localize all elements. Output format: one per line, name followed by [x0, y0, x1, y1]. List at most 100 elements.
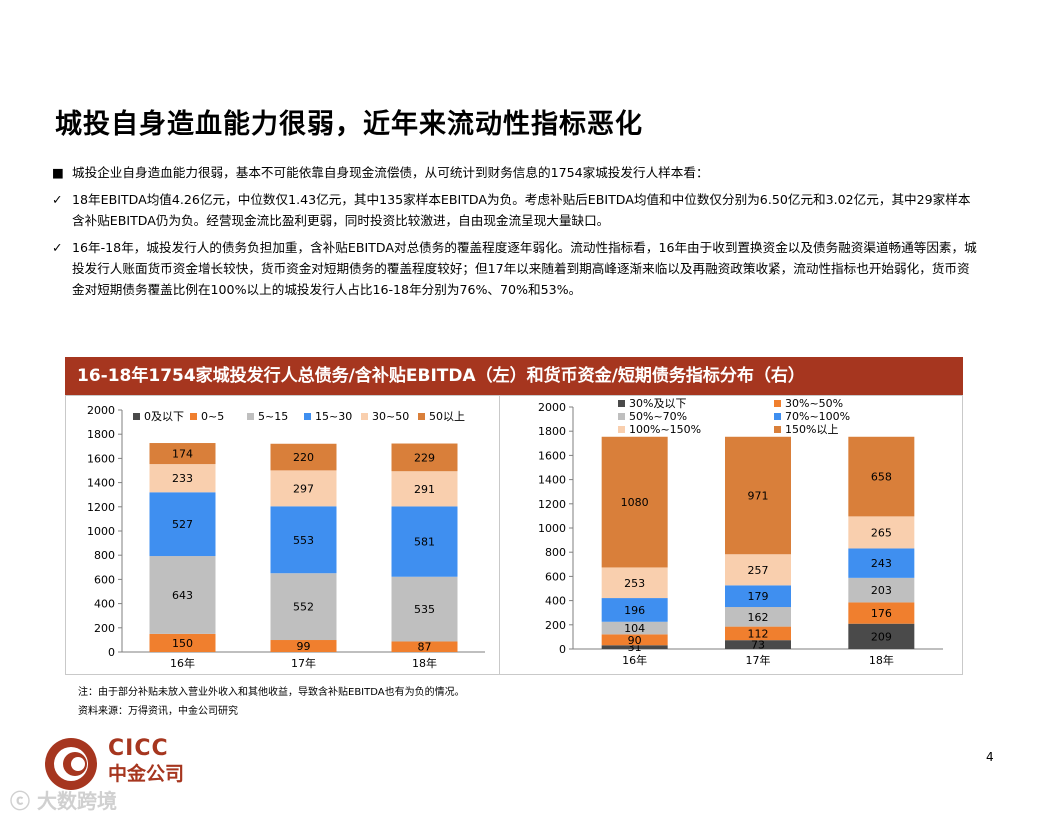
data-label: 971	[748, 490, 769, 503]
category-label: 17年	[291, 656, 316, 670]
data-label: 1080	[621, 496, 649, 509]
legend-label: 50以上	[429, 410, 465, 423]
bar-segment	[725, 436, 791, 555]
y-tick-label: 1200	[87, 501, 115, 514]
bar-segment	[725, 626, 791, 641]
data-label: 297	[293, 482, 314, 495]
y-tick-label: 800	[545, 546, 566, 559]
y-tick-label: 200	[94, 622, 115, 635]
y-tick-label: 0	[108, 646, 115, 659]
category-label: 16年	[170, 656, 195, 670]
legend-label: 0及以下	[144, 410, 184, 423]
legend-label: 5~15	[258, 410, 288, 423]
data-label: 291	[414, 483, 435, 496]
logo-chinese: 中金公司	[108, 763, 185, 785]
legend-label: 150%以上	[785, 423, 838, 436]
legend-swatch	[247, 413, 254, 420]
data-label: 527	[172, 518, 193, 531]
y-tick-label: 1400	[87, 477, 115, 490]
bullet-text: 16年-18年，城投发行人的债务负担加重，含补贴EBITDA对总债务的覆盖程度逐…	[72, 240, 977, 297]
chart-banner: 16-18年1754家城投发行人总债务/含补贴EBITDA（左）和货币资金/短期…	[65, 357, 963, 395]
bullet-item: ✓ 16年-18年，城投发行人的债务负担加重，含补贴EBITDA对总债务的覆盖程…	[52, 237, 982, 300]
data-label: 643	[172, 589, 193, 602]
category-label: 17年	[746, 653, 771, 667]
bar-segment	[270, 640, 337, 652]
bullet-list: ■ 城投企业自身造血能力很弱，基本不可能依靠自身现金流偿债，从可统计到财务信息的…	[52, 162, 982, 306]
legend-swatch	[618, 400, 625, 407]
data-label: 73	[751, 639, 765, 652]
bar-segment	[725, 640, 791, 649]
bar-segment	[848, 623, 915, 649]
watermark-text: 大数跨境	[36, 789, 117, 813]
bar-segment	[601, 645, 668, 649]
bar-segment	[391, 471, 458, 507]
bar-segment	[848, 602, 915, 624]
y-tick-label: 1000	[87, 525, 115, 538]
square-bullet-icon: ■	[52, 165, 64, 180]
data-label: 553	[293, 534, 314, 547]
logo-english: CICC	[108, 736, 169, 761]
legend-swatch	[618, 426, 625, 433]
bar-segment	[270, 470, 337, 507]
y-tick-label: 400	[545, 595, 566, 608]
legend-label: 100%~150%	[629, 423, 701, 436]
legend-label: 0~5	[201, 410, 224, 423]
legend-label: 30%~50%	[785, 397, 843, 410]
cicc-logo-icon	[45, 738, 97, 790]
bar-segment	[391, 576, 458, 642]
legend-swatch	[133, 413, 140, 420]
y-tick-label: 1600	[538, 449, 566, 462]
chart-source: 资料来源：万得资讯，中金公司研究	[78, 706, 238, 717]
bar-segment	[601, 634, 668, 646]
y-tick-label: 1800	[538, 425, 566, 438]
data-label: 112	[748, 627, 769, 640]
page-title: 城投自身造血能力很弱，近年来流动性指标恶化	[55, 109, 643, 140]
y-tick-label: 1400	[538, 474, 566, 487]
legend-swatch	[774, 413, 781, 420]
bar-segment	[725, 554, 791, 586]
bar-segment	[391, 506, 458, 577]
y-tick-label: 1200	[538, 498, 566, 511]
data-label: 243	[871, 557, 892, 570]
data-label: 658	[871, 471, 892, 484]
y-tick-label: 2000	[538, 401, 566, 414]
legend-swatch	[361, 413, 368, 420]
data-label: 150	[172, 637, 193, 650]
bullet-item: ■ 城投企业自身造血能力很弱，基本不可能依靠自身现金流偿债，从可统计到财务信息的…	[52, 162, 982, 183]
legend-swatch	[774, 400, 781, 407]
bar-segment	[848, 577, 915, 603]
legend-swatch	[190, 413, 197, 420]
bar-segment	[601, 598, 668, 622]
bar-segment	[149, 492, 216, 557]
data-label: 196	[624, 604, 645, 617]
bar-segment	[725, 585, 791, 608]
legend-label: 30%及以下	[629, 397, 686, 410]
right-stacked-bar-chart: 0200400600800100012001400160018002000319…	[538, 397, 943, 667]
data-label: 174	[172, 448, 193, 461]
category-label: 16年	[622, 653, 647, 667]
data-label: 209	[871, 630, 892, 643]
bullet-text: 城投企业自身造血能力很弱，基本不可能依靠自身现金流偿债，从可统计到财务信息的17…	[72, 165, 709, 180]
legend-label: 50%~70%	[629, 410, 687, 423]
bar-segment	[270, 506, 337, 574]
bar-segment	[270, 443, 337, 471]
bar-segment	[391, 641, 458, 652]
category-label: 18年	[869, 653, 894, 667]
bar-segment	[149, 464, 216, 493]
y-tick-label: 0	[559, 643, 566, 656]
y-tick-label: 400	[94, 598, 115, 611]
watermark-icon: ⓒ	[10, 789, 30, 813]
data-label: 203	[871, 584, 892, 597]
y-tick-label: 200	[545, 619, 566, 632]
legend-swatch	[418, 413, 425, 420]
data-label: 233	[172, 472, 193, 485]
y-tick-label: 2000	[87, 404, 115, 417]
y-tick-label: 600	[94, 573, 115, 586]
bar-segment	[149, 633, 216, 652]
bar-segment	[601, 567, 668, 599]
bar-segment	[149, 443, 216, 465]
data-label: 220	[293, 451, 314, 464]
data-label: 87	[418, 641, 432, 654]
charts-frame	[65, 395, 963, 675]
bar-segment	[725, 607, 791, 627]
